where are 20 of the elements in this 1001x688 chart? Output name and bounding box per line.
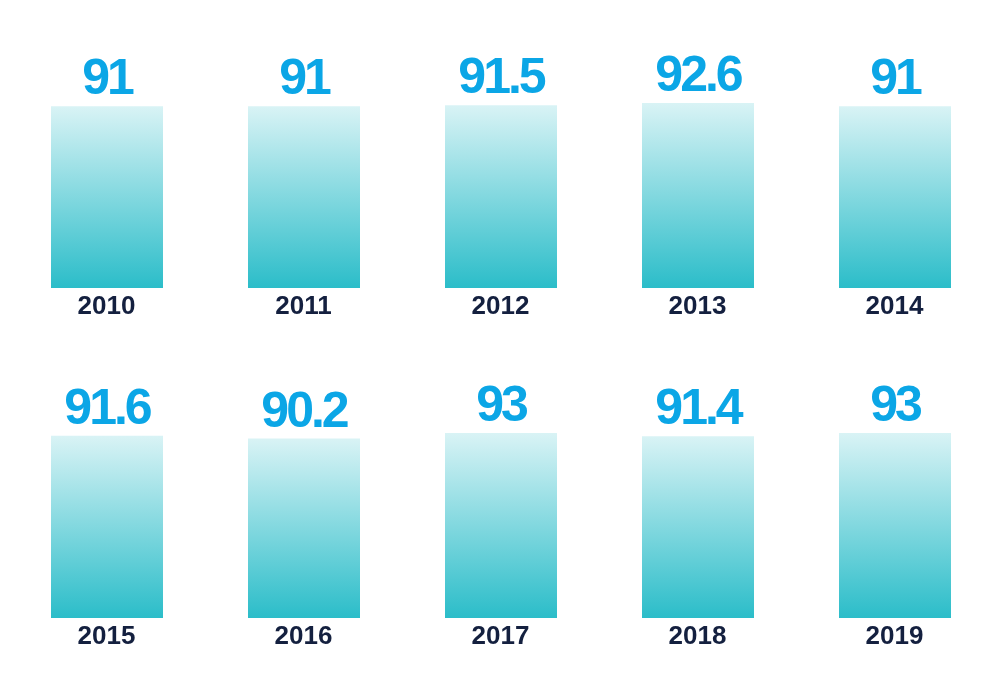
data-label: 91 bbox=[82, 49, 134, 106]
x-tick-label: 2014 bbox=[865, 290, 924, 321]
data-label: 91 bbox=[279, 49, 331, 106]
data-label: 92.6 bbox=[655, 46, 742, 102]
x-tick-label: 2013 bbox=[668, 290, 727, 321]
x-tick-label: 2018 bbox=[668, 620, 727, 651]
data-label: 93 bbox=[870, 376, 921, 432]
x-tick-label: 2017 bbox=[471, 620, 530, 651]
x-tick-label: 2015 bbox=[77, 620, 136, 651]
data-label: 91.5 bbox=[458, 48, 546, 105]
data-label: 91 bbox=[870, 49, 922, 106]
x-tick-label: 2019 bbox=[865, 620, 924, 651]
data-label: 91.4 bbox=[655, 379, 744, 436]
x-tick-label: 2016 bbox=[274, 620, 333, 651]
x-tick-label: 2012 bbox=[471, 290, 530, 321]
data-label: 91.6 bbox=[64, 378, 151, 435]
data-label: 90.2 bbox=[261, 381, 348, 438]
data-label: 93 bbox=[476, 376, 527, 432]
x-tick-label: 2010 bbox=[77, 290, 136, 321]
x-tick-label: 2011 bbox=[275, 290, 332, 321]
